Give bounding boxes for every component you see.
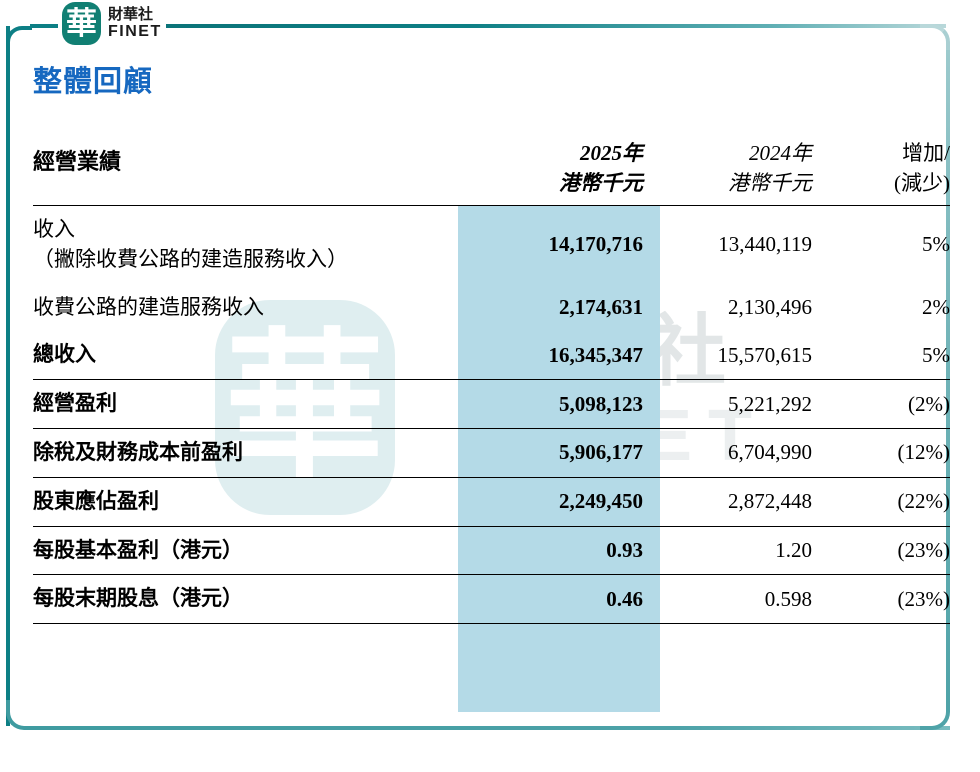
row-value-2024: 1.20	[660, 526, 822, 576]
brand-name: 財華社 FINET	[108, 7, 162, 40]
brand-name-en: FINET	[108, 23, 162, 40]
row-value-2025: 16,345,347	[458, 331, 660, 381]
row-value-2025: 0.46	[458, 574, 660, 625]
row-value-2025: 5,906,177	[458, 428, 660, 478]
frame-left-edge	[6, 26, 10, 726]
table-row: 除稅及財務成本前盈利 5,906,177 6,704,990 (12%)	[33, 428, 950, 478]
row-label-line1: 股東應佔盈利	[33, 488, 159, 513]
row-label-line1: 除稅及財務成本前盈利	[33, 439, 243, 464]
row-value-change: 5%	[922, 232, 950, 257]
row-label-line1: 每股基本盈利（港元）	[33, 537, 243, 562]
header-col-2024-year: 2024年	[749, 141, 812, 165]
table-body: 收入 （撇除收費公路的建造服務收入） 14,170,716 13,440,119 5% 收…	[33, 205, 950, 625]
frame-bottom-left-corner	[6, 700, 36, 730]
row-label: 股東應佔盈利	[33, 477, 458, 527]
frame-top-rule	[150, 24, 946, 28]
brand-logo[interactable]: 華 財華社 FINET	[58, 2, 166, 45]
row-label-line1: 每股末期股息（港元）	[33, 586, 243, 611]
row-value-change: 2%	[922, 294, 950, 319]
table-header: 經營業績 2025年 港幣千元 2024年 港幣千元 增加/ (減少)	[33, 130, 950, 206]
row-label-line1: 總收入	[33, 342, 96, 367]
row-label: 每股基本盈利（港元）	[33, 526, 458, 576]
frame-bottom-right-corner	[920, 700, 950, 730]
row-value-2024: 13,440,119	[718, 232, 812, 257]
row-value-change: (22%)	[822, 477, 950, 527]
header-label: 經營業績	[33, 130, 458, 206]
row-value-2025: 2,174,631	[559, 294, 643, 319]
row-value-change: (12%)	[822, 428, 950, 478]
header-col-change-line1: 增加/	[902, 141, 950, 165]
table-row: 總收入 16,345,347 15,570,615 5%	[33, 331, 950, 381]
header-col-change-line2: (減少)	[894, 171, 950, 196]
row-value-change: 5%	[822, 331, 950, 381]
row-value-2025: 5,098,123	[458, 379, 660, 429]
row-value-2024: 6,704,990	[660, 428, 822, 478]
row-label: 除稅及財務成本前盈利	[33, 428, 458, 478]
table-row: 收入 （撇除收費公路的建造服務收入） 14,170,716 13,440,119 5%	[33, 205, 950, 283]
financial-summary-table: 經營業績 2025年 港幣千元 2024年 港幣千元 增加/ (減少) 收入 （撇	[33, 130, 950, 625]
row-value-2024: 2,872,448	[660, 477, 822, 527]
table-row: 經營盈利 5,098,123 5,221,292 (2%)	[33, 379, 950, 429]
row-label-line1: 經營盈利	[33, 391, 117, 416]
row-value-2025: 0.93	[458, 526, 660, 576]
brand-name-cn: 財華社	[108, 6, 154, 23]
frame-bottom-edge	[30, 726, 950, 730]
frame-top-right-corner	[920, 24, 950, 54]
row-label-line2: （撇除收費公路的建造服務收入）	[33, 246, 348, 271]
row-label: 經營盈利	[33, 379, 458, 429]
header-col-2025: 2025年 港幣千元	[458, 130, 660, 206]
table-row: 收費公路的建造服務收入 2,174,631 2,130,496 2%	[33, 284, 950, 332]
row-value-2025: 2,249,450	[458, 477, 660, 527]
row-value-2024: 15,570,615	[660, 331, 822, 381]
row-value-2024: 2,130,496	[728, 294, 812, 319]
row-label: 每股末期股息（港元）	[33, 574, 458, 625]
table-row: 每股基本盈利（港元） 0.93 1.20 (23%)	[33, 526, 950, 576]
header-col-2024-unit: 港幣千元	[728, 171, 812, 196]
header-col-2025-unit: 港幣千元	[559, 171, 643, 196]
row-value-change: (23%)	[822, 526, 950, 576]
row-label: 收費公路的建造服務收入	[33, 284, 458, 332]
row-label: 收入 （撇除收費公路的建造服務收入）	[33, 205, 458, 283]
header-col-2025-year: 2025年	[580, 141, 643, 165]
row-value-2025: 14,170,716	[548, 232, 644, 257]
table-row: 股東應佔盈利 2,249,450 2,872,448 (22%)	[33, 477, 950, 527]
header-col-2024: 2024年 港幣千元	[660, 130, 822, 206]
row-value-2024: 0.598	[660, 574, 822, 625]
row-label: 總收入	[33, 331, 458, 381]
row-value-2024: 5,221,292	[660, 379, 822, 429]
row-value-change: (23%)	[822, 574, 950, 625]
header-col-change: 增加/ (減少)	[822, 130, 950, 206]
finet-logo-icon: 華	[62, 2, 101, 45]
row-value-change: (2%)	[822, 379, 950, 429]
table-header-row: 經營業績 2025年 港幣千元 2024年 港幣千元 增加/ (減少)	[33, 130, 950, 206]
table-row: 每股末期股息（港元） 0.46 0.598 (23%)	[33, 574, 950, 625]
row-label-line1: 收費公路的建造服務收入	[33, 294, 264, 319]
page-title: 整體回顧	[33, 66, 154, 98]
row-label-line1: 收入	[33, 216, 75, 241]
logo-glyph: 華	[66, 5, 97, 41]
frame-top-left-dash	[30, 24, 60, 28]
